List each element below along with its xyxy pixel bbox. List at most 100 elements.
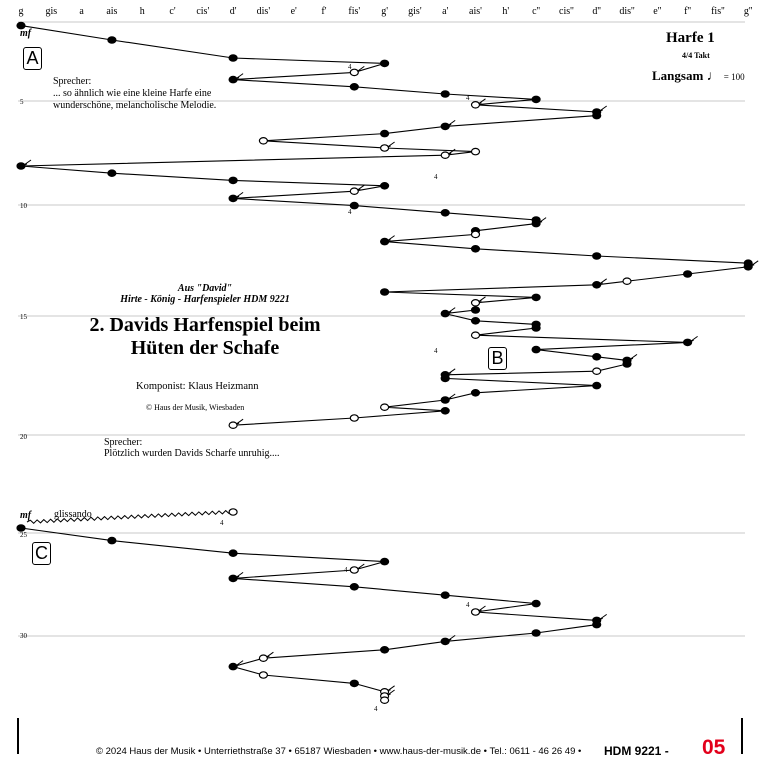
measure-number-15: 15	[20, 313, 27, 321]
string-arrow-mark	[357, 563, 365, 570]
rehearsal-mark-b: B	[488, 347, 507, 370]
fingering-number: 4	[220, 519, 224, 527]
note-head	[349, 187, 359, 196]
note-head	[258, 654, 268, 663]
note-head	[16, 524, 26, 532]
note-head	[349, 68, 359, 77]
note-head	[349, 566, 359, 574]
composer: Komponist: Klaus Heizmann	[136, 381, 259, 392]
dynamic-mf-first: mf	[20, 28, 32, 39]
note-head	[622, 360, 632, 368]
pitch-label: a	[79, 6, 84, 17]
string-arrow-mark	[357, 184, 365, 191]
fingering-number: 4	[434, 347, 438, 355]
note-head	[592, 280, 602, 289]
melody-line	[20, 527, 598, 701]
note-head	[440, 374, 450, 383]
note-head	[228, 54, 238, 62]
note-head	[349, 83, 359, 91]
note-head	[531, 629, 541, 637]
dynamic-mf-second: mf	[20, 510, 32, 521]
narration-second-line1: Plötzlich wurden Davids Scharfe unruhig.…	[104, 448, 280, 459]
narration-first-speaker: Sprecher:	[53, 76, 92, 87]
note-head	[592, 352, 602, 361]
string-arrow-mark	[599, 613, 607, 620]
note-head	[470, 331, 481, 340]
note-head	[682, 338, 693, 347]
note-head	[440, 90, 450, 98]
note-head	[228, 662, 238, 671]
note-head	[470, 608, 481, 616]
string-arrow-mark	[235, 418, 244, 425]
string-arrow-mark	[235, 660, 244, 667]
narration-first: Sprecher: ... so ähnlich wie eine kleine…	[53, 76, 216, 112]
note-head	[470, 147, 481, 156]
note-head	[349, 582, 359, 591]
rehearsal-mark-a: A	[23, 47, 42, 70]
string-arrow-mark	[478, 605, 486, 612]
note-head	[440, 309, 450, 318]
string-arrow-mark	[690, 335, 698, 342]
pitch-label: gis'	[408, 6, 422, 17]
note-head	[380, 237, 390, 246]
string-arrow-mark	[447, 148, 456, 155]
note-head	[228, 75, 238, 84]
measure-number-5: 5	[20, 98, 24, 106]
string-arrow-mark	[387, 141, 395, 148]
pitch-label: g''	[743, 6, 753, 17]
string-arrow-mark	[447, 368, 456, 375]
glissando-label: glissando	[54, 509, 92, 520]
string-arrow-mark	[266, 651, 274, 658]
pitch-label: a'	[442, 6, 449, 17]
string-arrow-mark	[447, 119, 456, 126]
pitch-label: c'	[169, 6, 176, 17]
note-head	[440, 209, 450, 217]
note-head	[531, 599, 541, 608]
pitch-label: h'	[502, 6, 510, 17]
measure-number-10: 10	[20, 202, 27, 210]
narration-first-line1: ... so ähnlich wie eine kleine Harfe ein…	[53, 88, 212, 99]
note-head	[258, 671, 268, 679]
note-head	[107, 169, 117, 178]
fingering-number: 4	[434, 173, 438, 181]
string-arrow-mark	[235, 191, 244, 198]
note-head	[228, 508, 238, 516]
note-head	[440, 637, 450, 646]
pitch-label: dis''	[619, 6, 635, 17]
note-head	[380, 557, 390, 566]
note-head	[380, 696, 390, 705]
string-arrow-mark	[387, 235, 395, 242]
note-head	[531, 324, 541, 332]
note-head	[380, 129, 390, 138]
pitch-label: ais'	[469, 6, 482, 17]
narration-second: Sprecher: Plötzlich wurden Davids Scharf…	[104, 437, 280, 459]
tempo-label: Langsam	[652, 68, 704, 83]
string-arrow-mark	[235, 73, 244, 80]
fingering-number: 4	[466, 94, 470, 102]
note-head	[531, 95, 541, 104]
pitch-label: g'	[381, 6, 388, 17]
note-head	[228, 421, 238, 430]
pitch-label: f'	[321, 6, 327, 17]
string-arrow-mark	[447, 634, 456, 641]
fingering-number: 4	[348, 63, 352, 71]
string-arrow-mark	[538, 217, 547, 224]
note-head	[592, 111, 602, 120]
page-number: 05	[702, 736, 726, 759]
title-block: Aus "David" Hirte - König - Harfenspiele…	[60, 283, 350, 360]
note-head	[470, 316, 481, 325]
note-head	[107, 536, 117, 545]
footer-code: HDM 9221 -	[604, 744, 669, 758]
note-head	[682, 270, 693, 278]
note-head	[743, 262, 753, 271]
glissando-wave	[26, 509, 230, 524]
note-head	[349, 679, 359, 688]
pitch-label: h	[139, 6, 145, 17]
note-head	[228, 549, 238, 558]
copyright-publisher: © Haus der Musik, Wiesbaden	[146, 403, 245, 412]
note-head	[592, 620, 602, 629]
note-head	[380, 59, 390, 68]
measure-number-20: 20	[20, 433, 27, 441]
instrument-title: Harfe 1	[666, 30, 715, 46]
note-head	[470, 306, 481, 314]
